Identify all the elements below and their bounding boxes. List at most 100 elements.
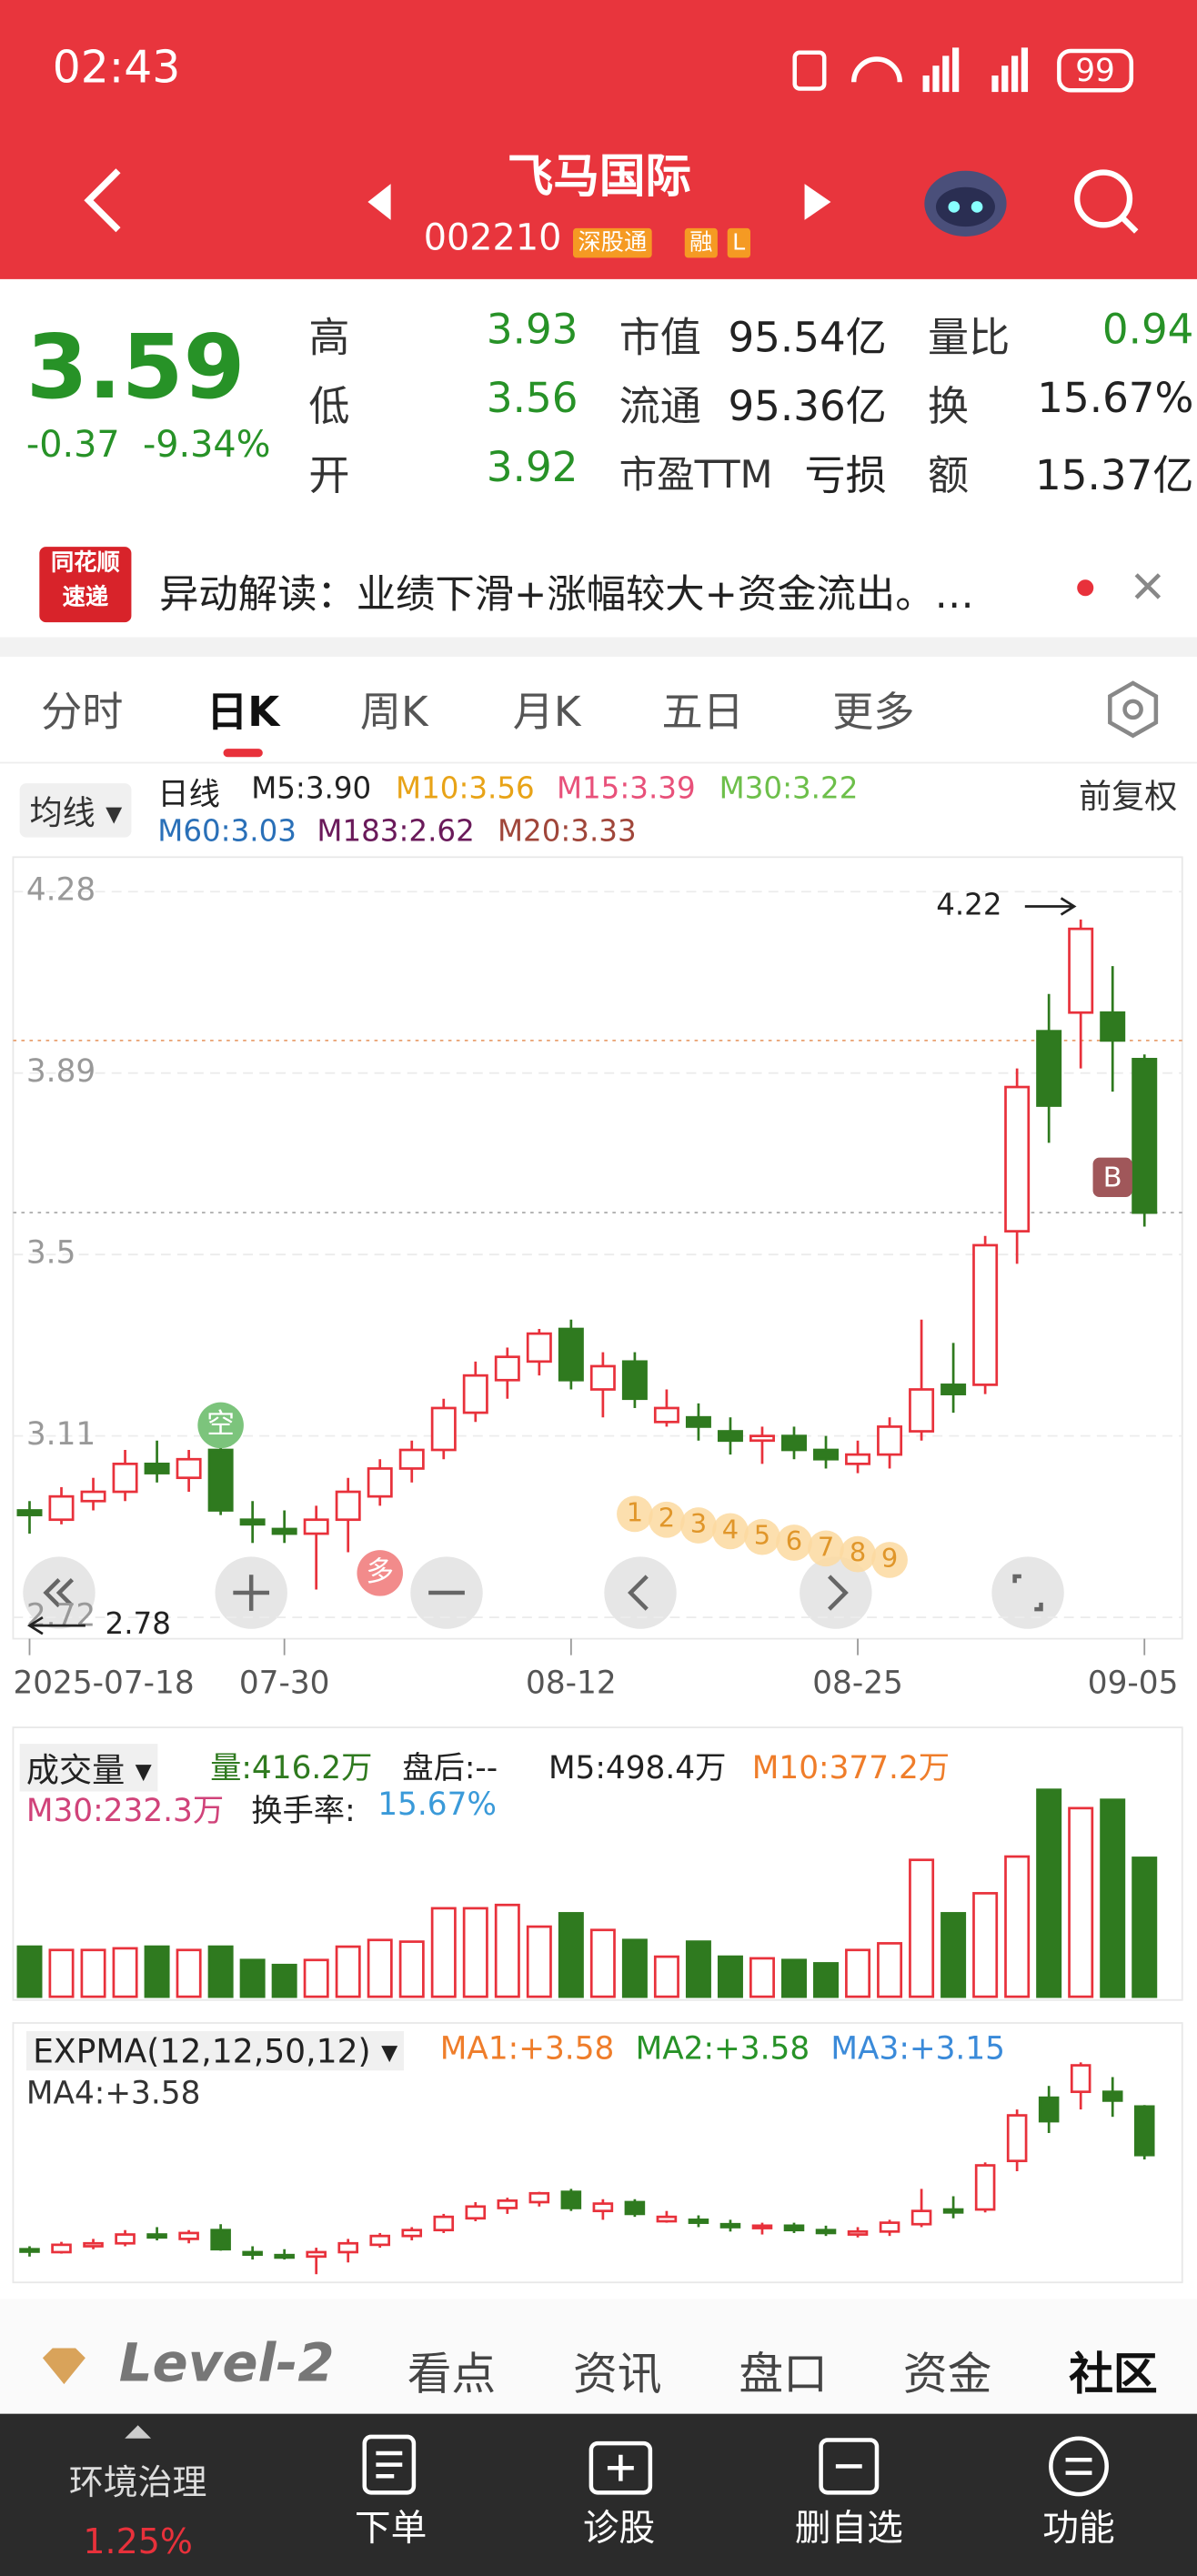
status-time: 02:43: [52, 42, 181, 94]
settings-icon[interactable]: [1103, 679, 1162, 739]
quote-label: 量比: [927, 313, 1011, 362]
volume-bar: [462, 1907, 488, 1998]
high-mark: 4.22: [936, 887, 1001, 921]
quote-value: 95.36亿: [728, 382, 887, 430]
news-text[interactable]: 异动解读：业绩下滑+涨幅较大+资金流出。…: [159, 571, 974, 618]
bottom-tab[interactable]: 资讯: [573, 2350, 662, 2401]
status-icons: 99: [792, 47, 1134, 93]
bottom-tab[interactable]: 盘口: [739, 2350, 828, 2401]
header-icons[interactable]: [920, 157, 1150, 249]
quote-label: 市盈TTM: [619, 455, 773, 498]
expma-candle-body: [465, 2205, 487, 2220]
expma-candle-body: [624, 2200, 646, 2216]
volume-legend-item: 15.67%: [377, 1786, 497, 1823]
period-label: 日线: [157, 776, 220, 813]
indicator-selector[interactable]: 均线 ▾: [19, 783, 133, 838]
candle-body: [749, 1434, 775, 1443]
nav-item[interactable]: 删自选: [794, 2509, 903, 2551]
expma-candle-body: [497, 2199, 518, 2209]
expma-candle-body: [210, 2229, 231, 2251]
candle-body: [781, 1434, 807, 1452]
expma-candle-body: [910, 2209, 932, 2226]
period-tab[interactable]: 分时: [41, 688, 124, 736]
candle-body: [48, 1494, 75, 1522]
expma-candle-body: [528, 2191, 550, 2204]
nav-item[interactable]: 下单: [354, 2509, 428, 2551]
volume-bar: [494, 1903, 520, 1998]
expma-candle-body: [1038, 2096, 1060, 2123]
candle-body: [1132, 1058, 1158, 1214]
period-tab[interactable]: 日K: [206, 688, 280, 736]
volume-bar: [398, 1940, 425, 1998]
nav-up-arrow: [125, 2425, 152, 2439]
badge-line: 同花顺: [50, 549, 120, 577]
ma-legend-item: M15:3.39: [556, 771, 696, 807]
high-arrow: [1024, 897, 1077, 916]
period-tab[interactable]: 更多: [832, 688, 915, 736]
expma-candle-body: [1006, 2114, 1028, 2163]
expma-candle-body: [942, 2208, 964, 2214]
y-tick-label: 3.89: [26, 1053, 96, 1090]
volume-bar: [80, 1948, 106, 1998]
pattern-bubble: [744, 1518, 780, 1555]
quote-label: 高: [308, 313, 350, 362]
volume-bar: [845, 1948, 871, 1998]
stock-switch[interactable]: [365, 181, 858, 230]
volume-bar: [16, 1945, 43, 1998]
volume-legend-item: 盘后:--: [402, 1750, 498, 1787]
quote-value: 3.92: [486, 443, 578, 491]
pattern-bubble: [808, 1530, 844, 1567]
adjust-mode[interactable]: 前复权: [1079, 776, 1178, 817]
quote-value: 3.93: [486, 305, 578, 354]
volume-bar: [526, 1925, 552, 1998]
period-tab[interactable]: 月K: [512, 688, 581, 736]
bottom-tab[interactable]: 看点: [407, 2350, 497, 2401]
candle-body: [80, 1490, 106, 1503]
expma-candle-body: [879, 2221, 900, 2233]
candle-body: [462, 1374, 488, 1414]
pattern-bubble: [680, 1507, 717, 1544]
candle-body: [16, 1509, 43, 1516]
nav-item[interactable]: 诊股: [582, 2509, 656, 2551]
volume-bar: [1036, 1788, 1062, 1998]
quote-label: 低: [308, 382, 350, 430]
x-tick-label: 2025-07-18: [13, 1665, 194, 1702]
period-tab[interactable]: 周K: [359, 688, 428, 736]
bottom-tab[interactable]: 资金: [902, 2350, 992, 2401]
quote-label: 换: [927, 382, 970, 430]
bottom-tab[interactable]: 社区: [1069, 2350, 1158, 2401]
tag: 融: [684, 227, 718, 258]
y-tick-label: 3.5: [26, 1235, 76, 1272]
expma-selector[interactable]: EXPMA(12,12,50,12) ▾: [25, 2031, 405, 2071]
nav-item[interactable]: 功能: [1042, 2509, 1115, 2551]
y-tick-label: 4.28: [26, 872, 96, 909]
news-controls[interactable]: [1067, 565, 1169, 611]
change: -0.37: [25, 425, 120, 467]
back-button[interactable]: [72, 165, 137, 240]
selector-text: 均线: [29, 792, 96, 833]
ma-legend-item: M20:3.33: [497, 814, 637, 850]
expma-candle-body: [719, 2222, 741, 2229]
expma-candle-body: [242, 2250, 263, 2257]
volume-bar: [207, 1945, 234, 1998]
candle-body: [335, 1490, 361, 1522]
volume-legend-item: M5:498.4万: [548, 1750, 727, 1787]
battery-level: 99: [1075, 53, 1115, 89]
nav-sector[interactable]: 环境治理: [68, 2462, 207, 2503]
expma-candle-body: [51, 2243, 72, 2254]
volume-bar: [1100, 1798, 1126, 1998]
volume-bar: [685, 1940, 711, 1998]
expma-candle-body: [19, 2248, 40, 2253]
expma-candle-body: [783, 2224, 805, 2232]
volume-selector[interactable]: 成交量 ▾: [19, 1744, 159, 1792]
period-tab[interactable]: 五日: [661, 688, 744, 736]
expma-candle-body: [337, 2241, 358, 2254]
volume-bar: [176, 1948, 202, 1998]
chart-controls[interactable]: [23, 1556, 1064, 1629]
bottom-tab[interactable]: Level-2: [118, 2331, 335, 2394]
pattern-bubble: [649, 1501, 685, 1538]
y-tick-label: 3.11: [26, 1416, 96, 1453]
expma-candle-body: [560, 2190, 582, 2209]
volume-bar: [653, 1955, 679, 1998]
